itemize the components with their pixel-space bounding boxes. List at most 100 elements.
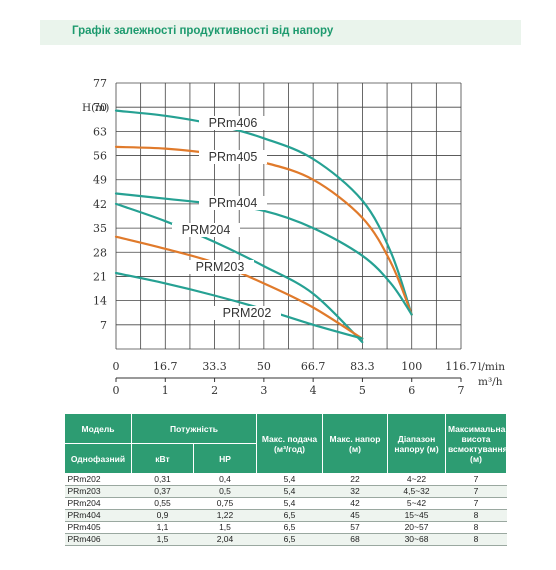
curve-prm204 [114, 202, 364, 344]
table-cell: 0,75 [193, 497, 257, 510]
curve-label-prm203: PRM203 [196, 260, 245, 274]
curve-label-prm202: PRM202 [223, 306, 272, 320]
table-cell: 32 [322, 485, 388, 498]
header-phase: Однофазний [64, 443, 132, 474]
x-tick-label: 83.3 [350, 360, 375, 373]
table-cell: 7 [445, 497, 507, 510]
table-cell: 42 [322, 497, 388, 510]
y-tick-label: 28 [93, 246, 107, 259]
y-tick-label: 77 [93, 77, 107, 90]
table-cell: 0,4 [193, 473, 257, 486]
header-head-range: Діапазон напору (м) [387, 413, 446, 474]
table-cell: 22 [322, 473, 388, 486]
header-hp: HP [193, 443, 257, 474]
table-row: PRm202 0,31 0,4 5,4 22 4~22 7 [64, 473, 507, 486]
table-row: PRm406 1,5 2,04 6,5 68 30~68 8 [64, 533, 507, 546]
x2-tick-label: 1 [162, 384, 169, 397]
header-power: Потужність [131, 413, 257, 444]
header-kw: кВт [131, 443, 194, 474]
curve-labels: PRm406 PRm405 PRm404 PRM204 PRM203 PRM202 [172, 116, 281, 320]
header-max-flow: Макс. подача (м³/год) [256, 413, 323, 474]
x-tick-label: 0 [113, 360, 120, 373]
x2-axis-label: m³/h [478, 376, 503, 388]
table-cell: PRm203 [64, 485, 132, 498]
y-tick-label: 42 [93, 198, 107, 211]
table-row: PRm203 0,37 0,5 5,4 32 4,5~32 7 [64, 485, 507, 498]
table-cell: 20~57 [387, 521, 446, 534]
table-row: PRm204 0,55 0,75 5,4 42 5~42 7 [64, 497, 507, 510]
table-cell: 8 [445, 533, 507, 546]
x-tick-label: 50 [257, 360, 271, 373]
page-title: Графік залежності продуктивності від нап… [72, 25, 334, 37]
curve-prm202 [114, 271, 364, 340]
curve-label-bg [199, 150, 267, 164]
table-row: PRm404 0,9 1,22 6,5 45 15~45 8 [64, 509, 507, 522]
x-axis: 0 16.7 33.3 50 66.7 83.3 100 116.7 l/min 0 1 2 3 4 5 6 7… [113, 360, 506, 397]
table-cell: PRm202 [64, 473, 132, 486]
table-cell: 15~45 [387, 509, 446, 522]
table-cell: 1,22 [193, 509, 257, 522]
table-cell: 0,55 [131, 497, 194, 510]
table-cell: 6,5 [256, 509, 323, 522]
table-cell: 57 [322, 521, 388, 534]
table-cell: 4,5~32 [387, 485, 446, 498]
y-axis-label: H(m) [82, 102, 109, 114]
table-cell: 6,5 [256, 521, 323, 534]
x-tick-label: 33.3 [202, 360, 227, 373]
table-cell: 0,9 [131, 509, 194, 522]
table-cell: PRm405 [64, 521, 132, 534]
y-tick-label: 21 [93, 270, 107, 283]
x-tick-label: 16.7 [153, 360, 178, 373]
table-cell: 2,04 [193, 533, 257, 546]
y-tick-label: 63 [93, 125, 107, 138]
table-cell: 6,5 [256, 533, 323, 546]
x-tick-label: 66.7 [301, 360, 326, 373]
curve-label-prm405: PRm405 [209, 150, 258, 164]
table-cell: 1,5 [193, 521, 257, 534]
x-axis-label: l/min [478, 361, 505, 373]
table-row: PRm405 1,1 1,5 6,5 57 20~57 8 [64, 521, 507, 534]
table-cell: 0,5 [193, 485, 257, 498]
curve-prm404 [114, 192, 413, 316]
x2-tick-label: 4 [310, 384, 317, 397]
table-cell: PRm406 [64, 533, 132, 546]
curve-label-bg [213, 306, 281, 320]
y-tick-label: 35 [93, 222, 107, 235]
y-tick-label: 49 [93, 174, 107, 187]
table-cell: PRm204 [64, 497, 132, 510]
table-cell: 7 [445, 485, 507, 498]
spec-table-body: PRm202 0,31 0,4 5,4 22 4~22 7 PRm203 0,37 0,5 5,4 3… [64, 473, 507, 546]
table-cell: 5,4 [256, 485, 323, 498]
curve-label-bg [172, 223, 240, 237]
curve-label-bg [199, 116, 267, 130]
table-cell: 8 [445, 521, 507, 534]
curve-prm406 [114, 109, 413, 316]
curve-label-prm204: PRM204 [182, 223, 231, 237]
table-cell: 0,31 [131, 473, 194, 486]
curve-prm405 [114, 145, 413, 316]
chart-grid [115, 82, 462, 350]
header-banner: Графік залежності продуктивності від нап… [40, 20, 521, 45]
x-tick-label: 116.7 [445, 360, 477, 373]
table-cell: 5,4 [256, 497, 323, 510]
curve-label-prm406: PRm406 [209, 116, 258, 130]
table-cell: 5,4 [256, 473, 323, 486]
header-suction-height: Максимальна висота всмоктування (м) [445, 413, 508, 474]
table-cell: 45 [322, 509, 388, 522]
table-cell: 1,1 [131, 521, 194, 534]
table-cell: 1,5 [131, 533, 194, 546]
table-cell: 7 [445, 473, 507, 486]
y-tick-label: 7 [100, 319, 107, 332]
curve-label-prm404: PRm404 [209, 196, 258, 210]
x-tick-label: 100 [401, 360, 422, 373]
header-model: Модель [64, 413, 132, 444]
x2-tick-label: 6 [408, 384, 415, 397]
y-tick-label: 70 [93, 101, 107, 114]
table-cell: PRm404 [64, 509, 132, 522]
spec-table: Модель Потужність Макс. подача (м³/год) … [64, 413, 508, 546]
table-cell: 4~22 [387, 473, 446, 486]
x2-tick-label: 5 [359, 384, 366, 397]
header-max-head: Макс. напор (м) [322, 413, 388, 474]
x2-tick-label: 3 [260, 384, 267, 397]
x2-tick-label: 2 [211, 384, 218, 397]
